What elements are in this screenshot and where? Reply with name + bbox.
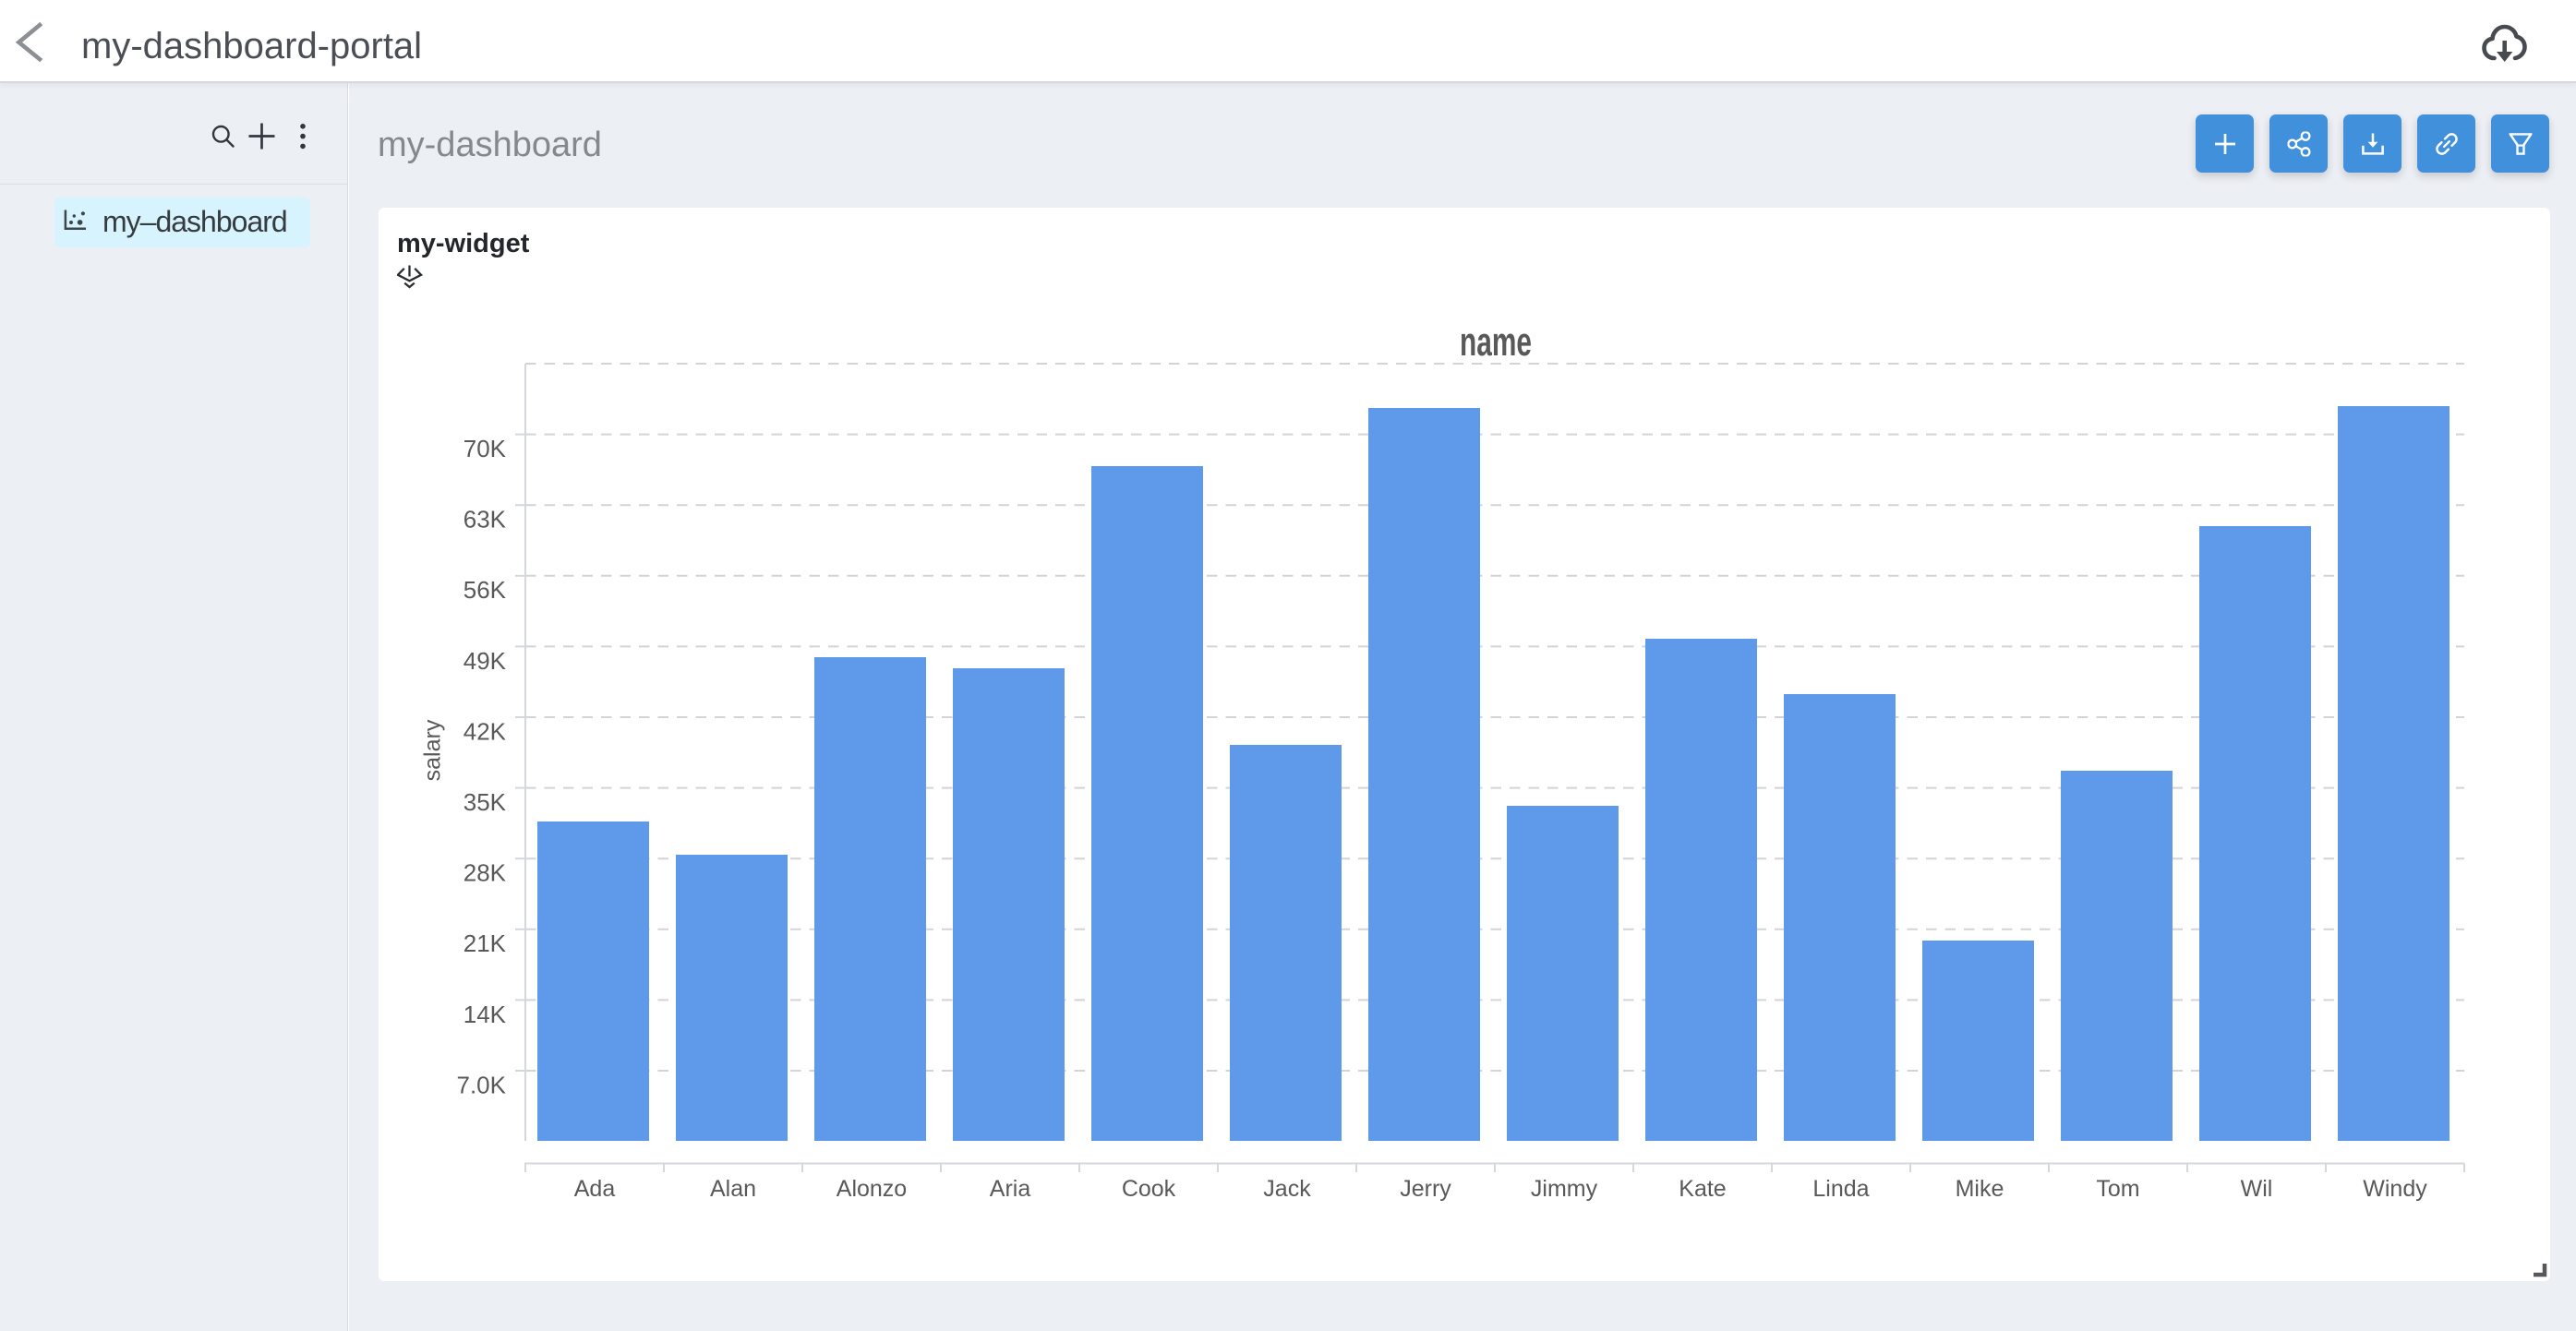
svg-text:14K: 14K bbox=[463, 1001, 507, 1028]
svg-text:49K: 49K bbox=[463, 647, 507, 675]
svg-text:70K: 70K bbox=[463, 435, 507, 462]
svg-text:Ada: Ada bbox=[574, 1176, 616, 1202]
svg-text:Jerry: Jerry bbox=[1400, 1176, 1451, 1202]
svg-text:Windy: Windy bbox=[2363, 1176, 2427, 1202]
svg-text:Jack: Jack bbox=[1263, 1176, 1311, 1202]
svg-text:salary: salary bbox=[420, 719, 446, 781]
svg-text:42K: 42K bbox=[463, 717, 507, 745]
svg-text:63K: 63K bbox=[463, 506, 507, 534]
svg-text:Aria: Aria bbox=[990, 1176, 1031, 1202]
svg-text:name: name bbox=[1460, 319, 1532, 365]
svg-text:Alonzo: Alonzo bbox=[837, 1176, 907, 1202]
svg-text:Kate: Kate bbox=[1679, 1176, 1726, 1202]
svg-text:Mike: Mike bbox=[1956, 1176, 2004, 1202]
svg-text:Jimmy: Jimmy bbox=[1531, 1176, 1598, 1202]
svg-text:35K: 35K bbox=[463, 788, 507, 816]
svg-text:56K: 56K bbox=[463, 576, 507, 604]
svg-text:Alan: Alan bbox=[710, 1176, 756, 1202]
svg-text:28K: 28K bbox=[463, 859, 507, 887]
svg-text:Cook: Cook bbox=[1122, 1176, 1176, 1202]
svg-text:Tom: Tom bbox=[2096, 1176, 2139, 1202]
svg-text:21K: 21K bbox=[463, 929, 507, 957]
svg-text:Wil: Wil bbox=[2241, 1176, 2273, 1202]
svg-text:7.0K: 7.0K bbox=[457, 1071, 507, 1098]
svg-text:Linda: Linda bbox=[1812, 1176, 1869, 1202]
